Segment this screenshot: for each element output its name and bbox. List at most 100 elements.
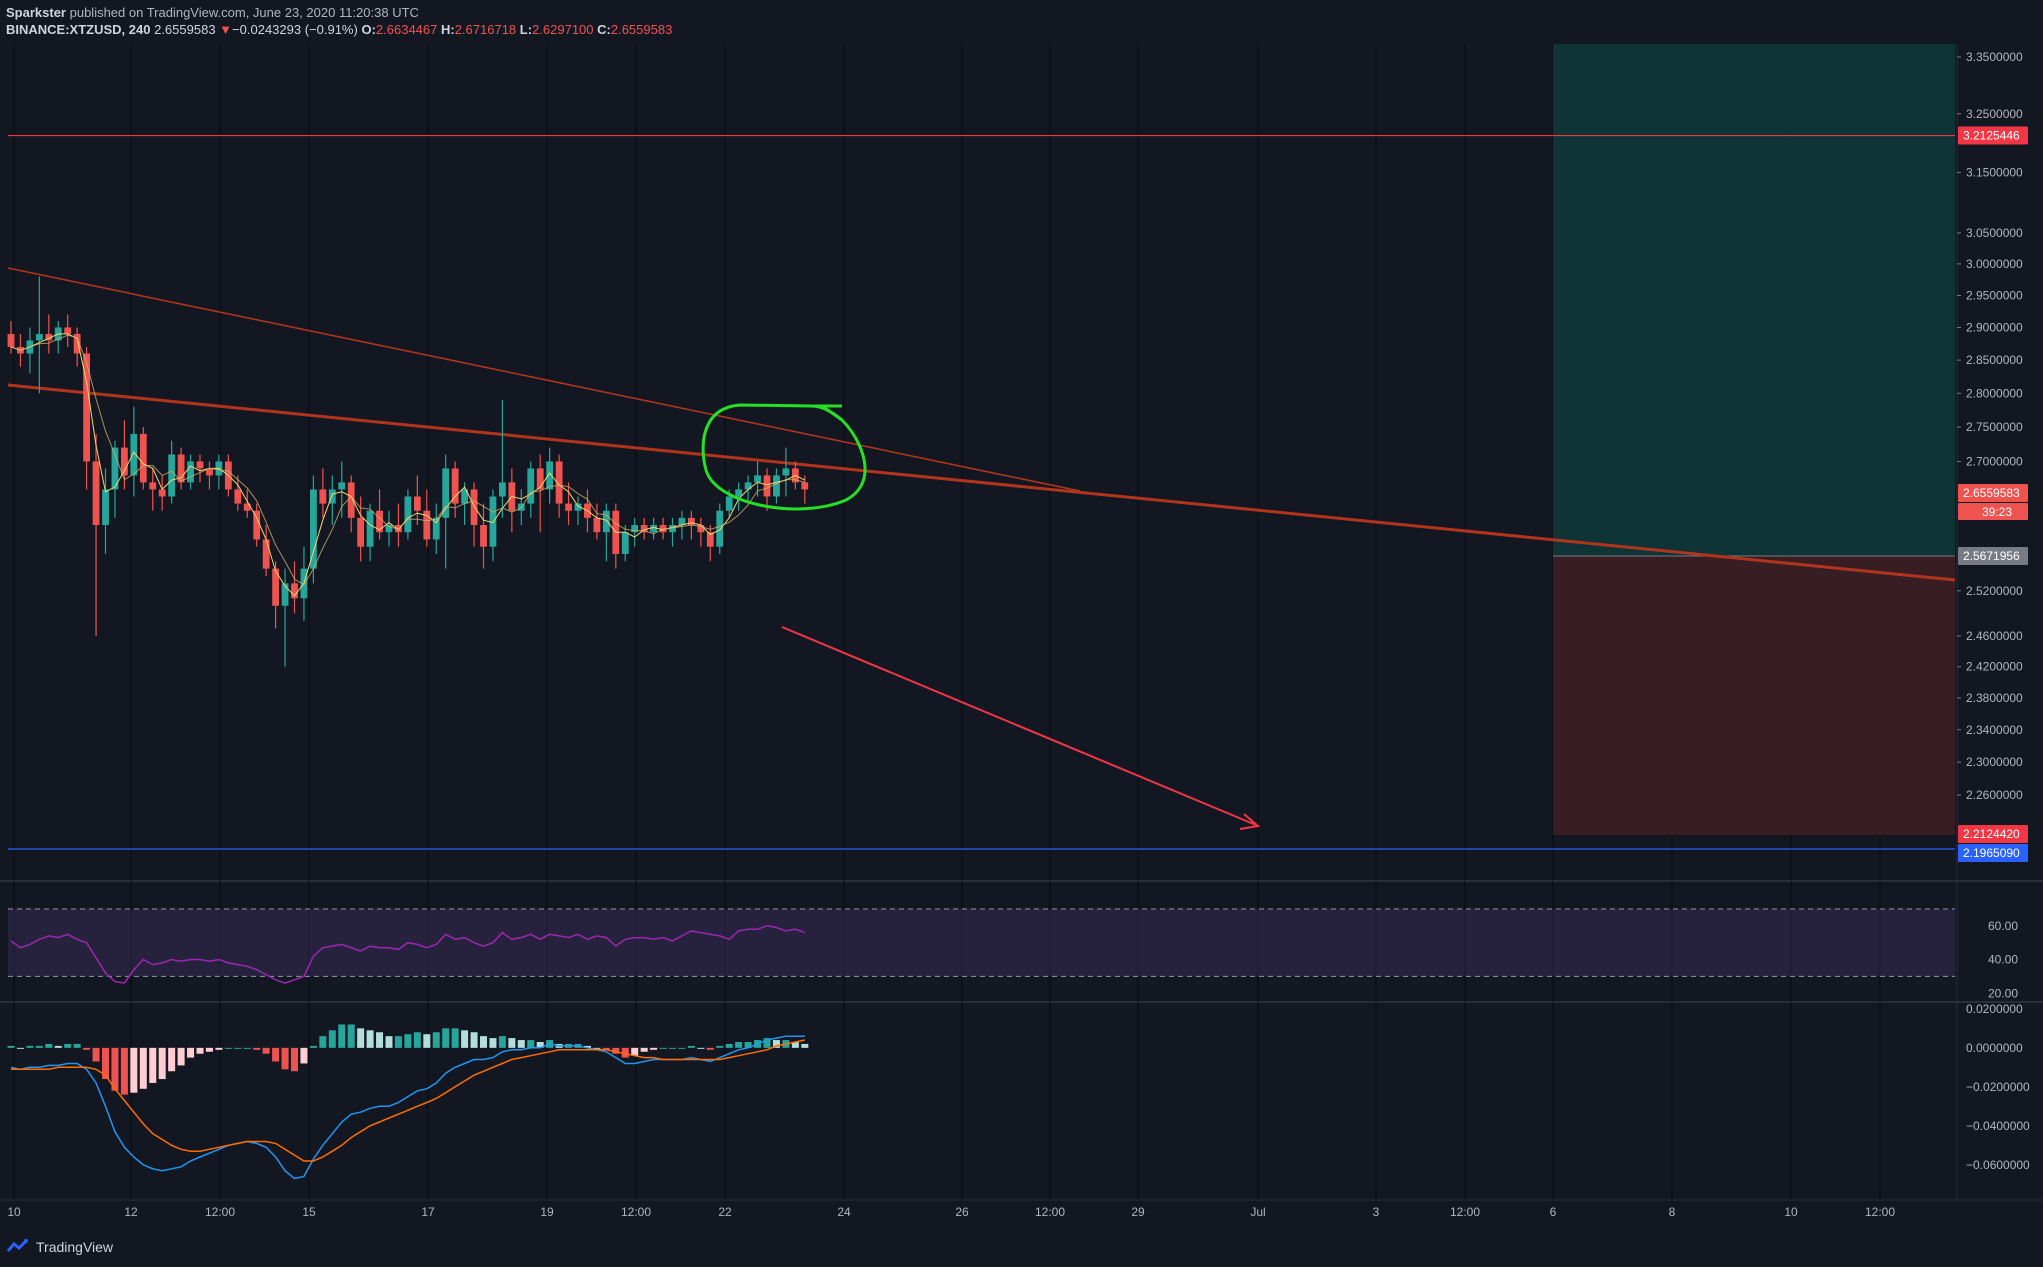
candle-body[interactable]	[272, 568, 279, 606]
candle-body[interactable]	[574, 503, 582, 511]
stop-zone[interactable]	[1553, 556, 1955, 835]
candle-body[interactable]	[706, 532, 714, 547]
candle-body[interactable]	[187, 461, 194, 483]
candle-body[interactable]	[7, 333, 15, 347]
candle-body[interactable]	[139, 433, 147, 483]
candle-body[interactable]	[536, 468, 544, 490]
candle-body[interactable]	[328, 489, 336, 504]
macd-histogram-bar	[772, 1040, 780, 1048]
candle-body[interactable]	[102, 489, 109, 526]
candle-body[interactable]	[801, 482, 809, 490]
candle-body[interactable]	[357, 517, 365, 547]
candle-body[interactable]	[376, 510, 383, 533]
candle-body[interactable]	[130, 433, 138, 476]
candle-body[interactable]	[206, 468, 213, 476]
candle-body[interactable]	[555, 461, 563, 504]
time-tick-label: Jul	[1250, 1205, 1265, 1219]
candle-body[interactable]	[291, 583, 298, 599]
price-tag-entry[interactable]	[1958, 547, 2028, 566]
candle-body[interactable]	[45, 333, 53, 341]
upper-trendline[interactable]	[7, 267, 1081, 492]
macd-histogram-bar	[706, 1047, 714, 1050]
candle-body[interactable]	[659, 525, 667, 533]
candle-body[interactable]	[688, 517, 695, 526]
lower-trendline[interactable]	[7, 383, 1956, 582]
candle-body[interactable]	[310, 489, 317, 569]
price-tag-resistance[interactable]	[1958, 126, 2028, 145]
macd-tick-label: 0.0000000	[1966, 1041, 2023, 1055]
rsi-line[interactable]	[10, 925, 806, 984]
candle-body[interactable]	[782, 468, 790, 476]
candle-body[interactable]	[650, 525, 657, 533]
candle-body[interactable]	[177, 454, 185, 483]
candle-body[interactable]	[565, 503, 572, 511]
candle-body[interactable]	[281, 583, 289, 606]
candle-body[interactable]	[347, 482, 355, 518]
candle-body[interactable]	[744, 482, 752, 490]
tradingview-logo[interactable]: TradingView	[6, 1239, 113, 1255]
target-zone[interactable]	[1553, 44, 1955, 557]
candle-body[interactable]	[73, 333, 81, 354]
macd-histogram-bar	[413, 1032, 421, 1048]
publisher-line: Sparkster published on TradingView.com, …	[6, 4, 672, 21]
candle-body[interactable]	[234, 489, 242, 504]
candle-body[interactable]	[92, 461, 100, 526]
macd-histogram-bar	[149, 1047, 157, 1083]
candle-body[interactable]	[593, 517, 601, 533]
candle-body[interactable]	[253, 510, 261, 540]
candle-body[interactable]	[461, 489, 468, 504]
candle-body[interactable]	[480, 525, 487, 547]
candle-body[interactable]	[404, 496, 412, 533]
candle-body[interactable]	[669, 525, 676, 533]
price-tag-support[interactable]	[1958, 844, 2028, 862]
candle-body[interactable]	[754, 475, 761, 483]
candle-body[interactable]	[319, 489, 327, 504]
candle-body[interactable]	[735, 489, 743, 497]
candle-body[interactable]	[243, 503, 251, 511]
macd-signal-line[interactable]	[11, 1039, 805, 1162]
candle-body[interactable]	[499, 482, 506, 497]
candle-body[interactable]	[489, 496, 497, 547]
candle-body[interactable]	[196, 461, 204, 469]
candle-body[interactable]	[716, 510, 724, 547]
candle-body[interactable]	[631, 525, 639, 533]
candle-body[interactable]	[546, 461, 554, 490]
time-tick-label: 6	[1550, 1205, 1557, 1219]
candle-body[interactable]	[470, 489, 478, 526]
price-tag-last[interactable]	[1958, 484, 2028, 502]
candle-body[interactable]	[640, 525, 648, 533]
candle-body[interactable]	[64, 327, 72, 334]
candle-body[interactable]	[262, 539, 270, 569]
candle-body[interactable]	[413, 496, 421, 511]
candle-body[interactable]	[121, 447, 128, 476]
candle-body[interactable]	[423, 510, 431, 540]
candle-body[interactable]	[366, 510, 374, 547]
candle-body[interactable]	[678, 517, 686, 526]
macd-histogram-bar	[678, 1047, 686, 1049]
candle-body[interactable]	[168, 454, 176, 497]
candle-body[interactable]	[158, 489, 166, 497]
publisher-name[interactable]: Sparkster	[6, 5, 66, 20]
candle-body[interactable]	[432, 517, 440, 540]
candle-body[interactable]	[621, 532, 629, 554]
time-tick-label: 10	[1784, 1205, 1798, 1219]
candle-body[interactable]	[763, 475, 771, 497]
candle-body[interactable]	[527, 468, 535, 504]
candle-body[interactable]	[442, 468, 450, 518]
candle-body[interactable]	[83, 353, 90, 462]
symbol-label[interactable]: BINANCE:XTZUSD, 240	[6, 22, 151, 37]
candle-body[interactable]	[451, 468, 459, 504]
candle-body[interactable]	[725, 496, 733, 511]
candle-body[interactable]	[111, 447, 119, 490]
bearish-arrow[interactable]	[781, 626, 1257, 826]
price-tag-stop[interactable]	[1958, 825, 2028, 843]
candle-body[interactable]	[773, 475, 780, 497]
candle-body[interactable]	[35, 333, 43, 341]
candle-body[interactable]	[385, 525, 393, 533]
candle-body[interactable]	[697, 525, 705, 533]
candle-body[interactable]	[149, 482, 157, 490]
candle-body[interactable]	[602, 510, 610, 533]
macd-histogram-bar	[498, 1036, 506, 1048]
candle-body[interactable]	[338, 482, 346, 490]
